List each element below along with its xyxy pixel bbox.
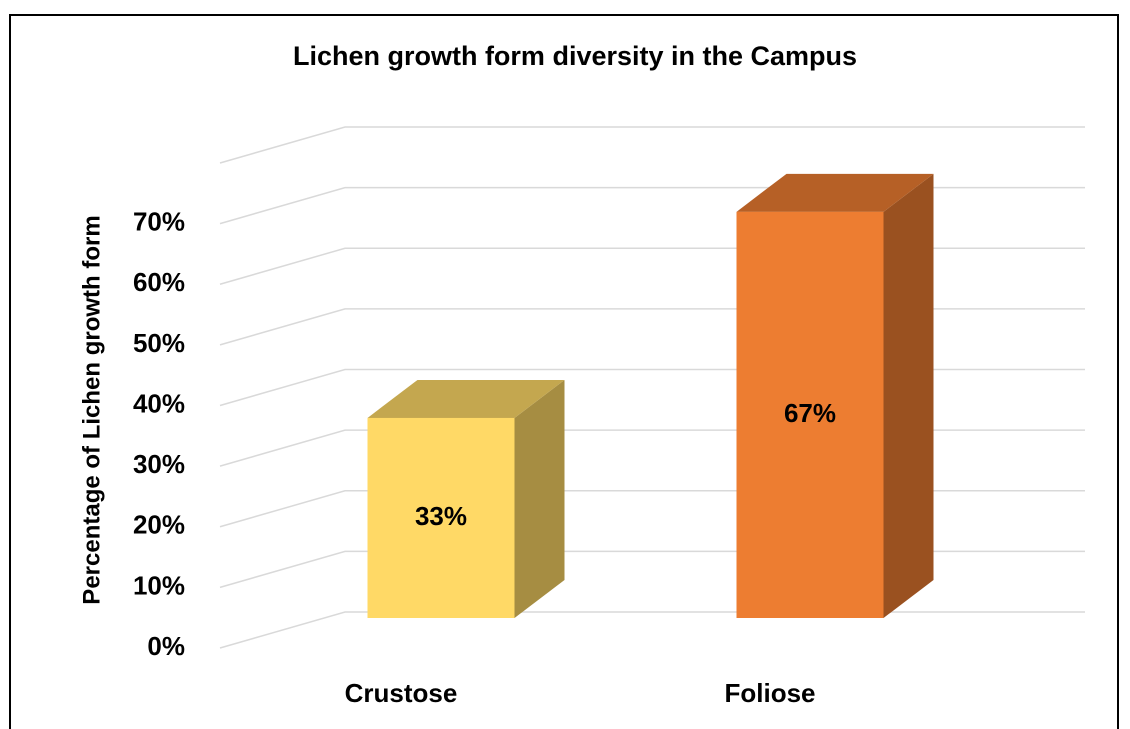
y-tick-label: 0% [147, 631, 185, 661]
wall-frame [219, 126, 1085, 164]
x-tick-label: Foliose [724, 678, 815, 708]
bar [736, 211, 884, 618]
y-tick-label: 70% [133, 207, 185, 237]
y-tick-label: 40% [133, 388, 185, 418]
chart-title: Lichen growth form diversity in the Camp… [293, 41, 857, 71]
bar-top [736, 173, 934, 212]
bar-side [883, 173, 934, 618]
y-tick-label: 20% [133, 510, 185, 540]
y-axis-label: Percentage of Lichen growth form [78, 215, 105, 604]
data-label: 33% [415, 501, 467, 531]
y-tick-label: 60% [133, 267, 185, 297]
y-tick-label: 10% [133, 570, 185, 600]
bar [367, 417, 515, 618]
bar-side [514, 379, 565, 618]
data-label: 67% [784, 398, 836, 428]
y-tick-label: 50% [133, 328, 185, 358]
x-tick-label: Crustose [345, 678, 458, 708]
bar-top [367, 379, 565, 418]
y-tick-label: 30% [133, 449, 185, 479]
chart-border [9, 14, 1119, 729]
